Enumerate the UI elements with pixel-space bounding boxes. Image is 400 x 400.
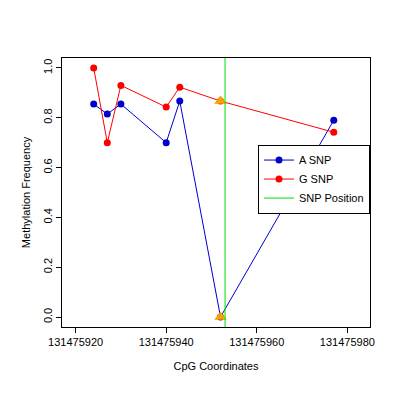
svg-text:Methylation Frequency: Methylation Frequency: [20, 136, 32, 248]
svg-text:G SNP: G SNP: [299, 173, 333, 185]
svg-text:0.6: 0.6: [42, 158, 54, 173]
svg-text:0.2: 0.2: [42, 258, 54, 273]
svg-text:0.4: 0.4: [42, 208, 54, 223]
svg-text:CpG Coordinates: CpG Coordinates: [174, 360, 259, 372]
svg-text:A SNP: A SNP: [299, 154, 331, 166]
svg-text:131475940: 131475940: [139, 336, 194, 348]
svg-text:131475980: 131475980: [320, 336, 375, 348]
svg-text:SNP Position: SNP Position: [299, 192, 364, 204]
svg-text:131475920: 131475920: [48, 336, 103, 348]
svg-text:1.0: 1.0: [42, 59, 54, 74]
svg-text:131475960: 131475960: [229, 336, 284, 348]
svg-text:0.8: 0.8: [42, 108, 54, 123]
svg-text:0.0: 0.0: [42, 308, 54, 323]
